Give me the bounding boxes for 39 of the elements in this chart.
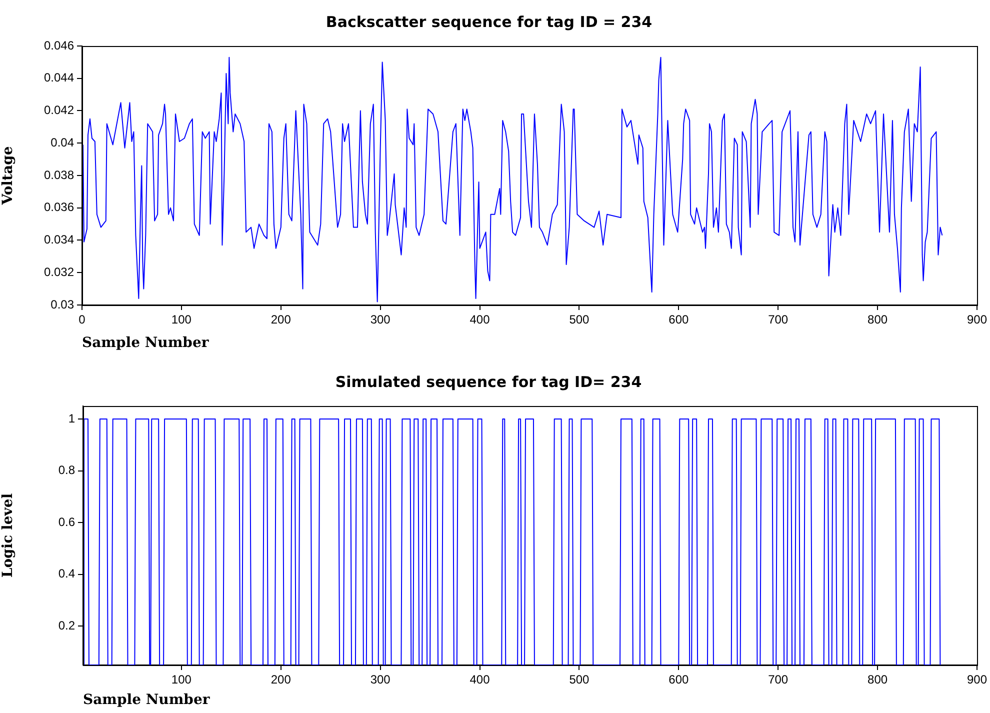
x-axis-title: Sample Number — [82, 335, 210, 352]
x-tick-label: 400 — [470, 312, 490, 327]
x-axis-title: Sample Number — [83, 692, 210, 708]
x-tick-label: 100 — [171, 312, 192, 327]
y-tick-label: 0.046 — [44, 38, 74, 52]
x-tick-label: 200 — [270, 672, 292, 687]
y-tick-label: 0.2 — [58, 618, 76, 632]
x-tick-label: 300 — [370, 312, 391, 327]
y-tick-label: 0.04 — [50, 135, 74, 150]
y-tick-label: 1 — [68, 411, 76, 426]
x-tick-label: 900 — [966, 672, 988, 687]
x-tick-label: 0 — [78, 312, 86, 327]
chart-title: Backscatter sequence for tag ID = 234 — [326, 12, 652, 31]
y-tick-label: 0.032 — [44, 264, 74, 279]
x-tick-label: 800 — [868, 312, 888, 327]
y-tick-label: 0.036 — [44, 200, 74, 214]
y-tick-label: 0.4 — [58, 566, 76, 581]
x-tick-label: 600 — [668, 672, 689, 687]
x-tick-label: 200 — [270, 312, 292, 327]
x-tick-label: 100 — [171, 672, 192, 687]
y-tick-label: 0.6 — [58, 514, 76, 529]
x-tick-label: 500 — [569, 312, 590, 327]
y-tick-label: 0.034 — [44, 232, 74, 247]
x-tick-label: 300 — [370, 672, 391, 687]
y-tick-label: 0.8 — [58, 463, 76, 478]
x-tick-label: 900 — [966, 312, 988, 327]
y-tick-label: 0.042 — [44, 103, 74, 118]
y-tick-label: 0.038 — [44, 168, 74, 182]
y-tick-label: 0.03 — [50, 297, 74, 312]
x-tick-label: 600 — [668, 312, 689, 327]
chart-title: Simulated sequence for tag ID= 234 — [335, 372, 642, 391]
x-tick-label: 400 — [470, 672, 490, 687]
y-tick-label: 0.044 — [44, 70, 74, 85]
y-axis-title: Logic level — [0, 493, 16, 578]
x-tick-label: 800 — [868, 672, 888, 687]
x-tick-label: 500 — [569, 672, 590, 687]
x-tick-label: 700 — [768, 672, 788, 687]
x-tick-label: 700 — [768, 312, 788, 327]
y-axis-title: Voltage — [0, 146, 16, 206]
